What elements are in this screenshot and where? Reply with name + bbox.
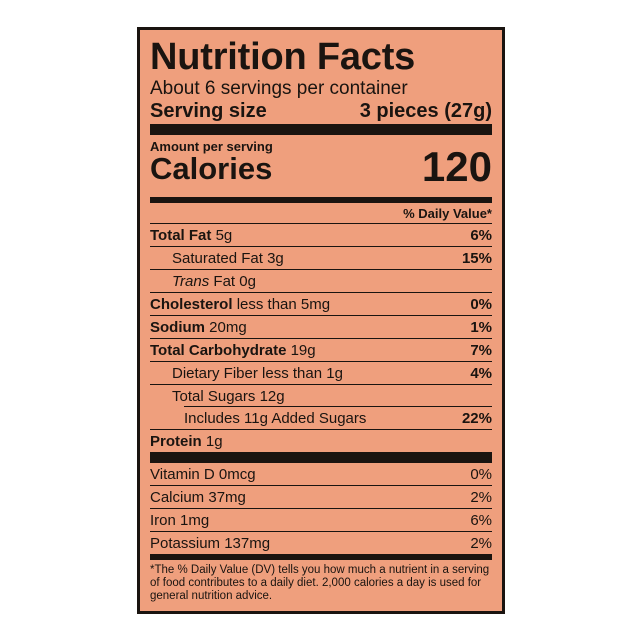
cholesterol-name: Cholesterol	[150, 295, 233, 313]
total-fat-dv: 6%	[470, 226, 492, 244]
total-carbohydrate-amount: 19g	[290, 341, 316, 359]
vitamin-d-name: Vitamin D	[150, 465, 215, 483]
saturated-fat-amount: 3g	[267, 249, 284, 267]
saturated-fat-dv: 15%	[461, 249, 492, 267]
total-carbohydrate-dv: 7%	[470, 341, 492, 359]
row-iron: Iron 1mg 6%	[150, 509, 492, 532]
vitamin-d-amount: 0mcg	[218, 465, 256, 483]
total-carbohydrate-name: Total Carbohydrate	[150, 341, 287, 359]
row-sodium: Sodium 20mg 1%	[150, 316, 492, 339]
calcium-amount: 37mg	[208, 488, 246, 506]
saturated-fat-name: Saturated Fat	[172, 249, 263, 267]
calories-label: Calories	[150, 151, 273, 186]
sodium-name: Sodium	[150, 318, 205, 336]
row-dietary-fiber: Dietary Fiber less than 1g 4%	[150, 362, 492, 385]
cholesterol-amount: less than 5mg	[236, 295, 331, 313]
row-calcium: Calcium 37mg 2%	[150, 486, 492, 509]
added-sugars-amount: 11g	[244, 409, 268, 427]
medium-divider-footnote	[150, 554, 492, 560]
row-saturated-fat: Saturated Fat 3g 15%	[150, 247, 492, 270]
row-total-sugars: Total Sugars 12g	[150, 385, 492, 407]
potassium-name: Potassium	[150, 534, 221, 552]
trans-fat-suffix: Fat	[213, 272, 236, 290]
protein-amount: 1g	[205, 432, 223, 450]
row-protein: Protein 1g	[150, 430, 492, 452]
label-title: Nutrition Facts	[150, 36, 416, 78]
iron-amount: 1mg	[180, 511, 210, 529]
added-sugars-name: Added Sugars	[271, 409, 367, 427]
row-total-carbohydrate: Total Carbohydrate 19g 7%	[150, 339, 492, 362]
trans-fat-amount: 0g	[239, 272, 256, 290]
calories-block: Amount per serving Calories 120	[150, 135, 492, 197]
total-sugars-amount: 12g	[259, 387, 285, 405]
dietary-fiber-dv: 4%	[470, 364, 492, 382]
total-sugars-name: Total Sugars	[172, 387, 256, 405]
potassium-amount: 137mg	[224, 534, 271, 552]
dietary-fiber-name: Dietary Fiber	[172, 364, 258, 382]
thick-divider-vitamins	[150, 452, 492, 463]
serving-size-value: 3 pieces (27g)	[359, 100, 492, 122]
sodium-dv: 1%	[470, 318, 492, 336]
row-added-sugars: Includes 11g Added Sugars 22%	[150, 407, 492, 430]
iron-name: Iron	[150, 511, 176, 529]
added-sugars-prefix: Includes	[184, 409, 240, 427]
added-sugars-dv: 22%	[461, 409, 492, 427]
row-cholesterol: Cholesterol less than 5mg 0%	[150, 293, 492, 316]
calcium-name: Calcium	[150, 488, 205, 506]
serving-size-label: Serving size	[150, 100, 267, 122]
nutrition-facts-label: Nutrition Facts About 6 servings per con…	[137, 27, 505, 614]
servings-per-container: About 6 servings per container	[150, 78, 408, 99]
calories-value: 120	[421, 143, 492, 190]
calcium-dv: 2%	[470, 488, 492, 506]
vitamin-d-dv: 0%	[470, 465, 492, 483]
dietary-fiber-amount: less than 1g	[262, 364, 343, 382]
amount-per-serving: Amount per serving	[150, 139, 273, 154]
serving-size: Serving size 3 pieces (27g)	[150, 99, 492, 123]
thick-divider	[150, 124, 492, 135]
row-potassium: Potassium 137mg 2%	[150, 532, 492, 554]
daily-value-header: % Daily Value*	[150, 203, 492, 224]
potassium-dv: 2%	[470, 534, 492, 552]
total-fat-amount: 5g	[215, 226, 233, 244]
protein-name: Protein	[150, 432, 202, 450]
row-trans-fat: Trans Fat 0g	[150, 270, 492, 293]
row-vitamin-d: Vitamin D 0mcg 0%	[150, 463, 492, 486]
iron-dv: 6%	[470, 511, 492, 529]
medium-divider	[150, 197, 492, 203]
row-total-fat: Total Fat 5g 6%	[150, 224, 492, 247]
total-fat-name: Total Fat	[150, 226, 212, 244]
footnote: *The % Daily Value (DV) tells you how mu…	[150, 564, 490, 602]
cholesterol-dv: 0%	[470, 295, 492, 313]
sodium-amount: 20mg	[209, 318, 247, 336]
trans-fat-name: Trans	[172, 272, 210, 290]
